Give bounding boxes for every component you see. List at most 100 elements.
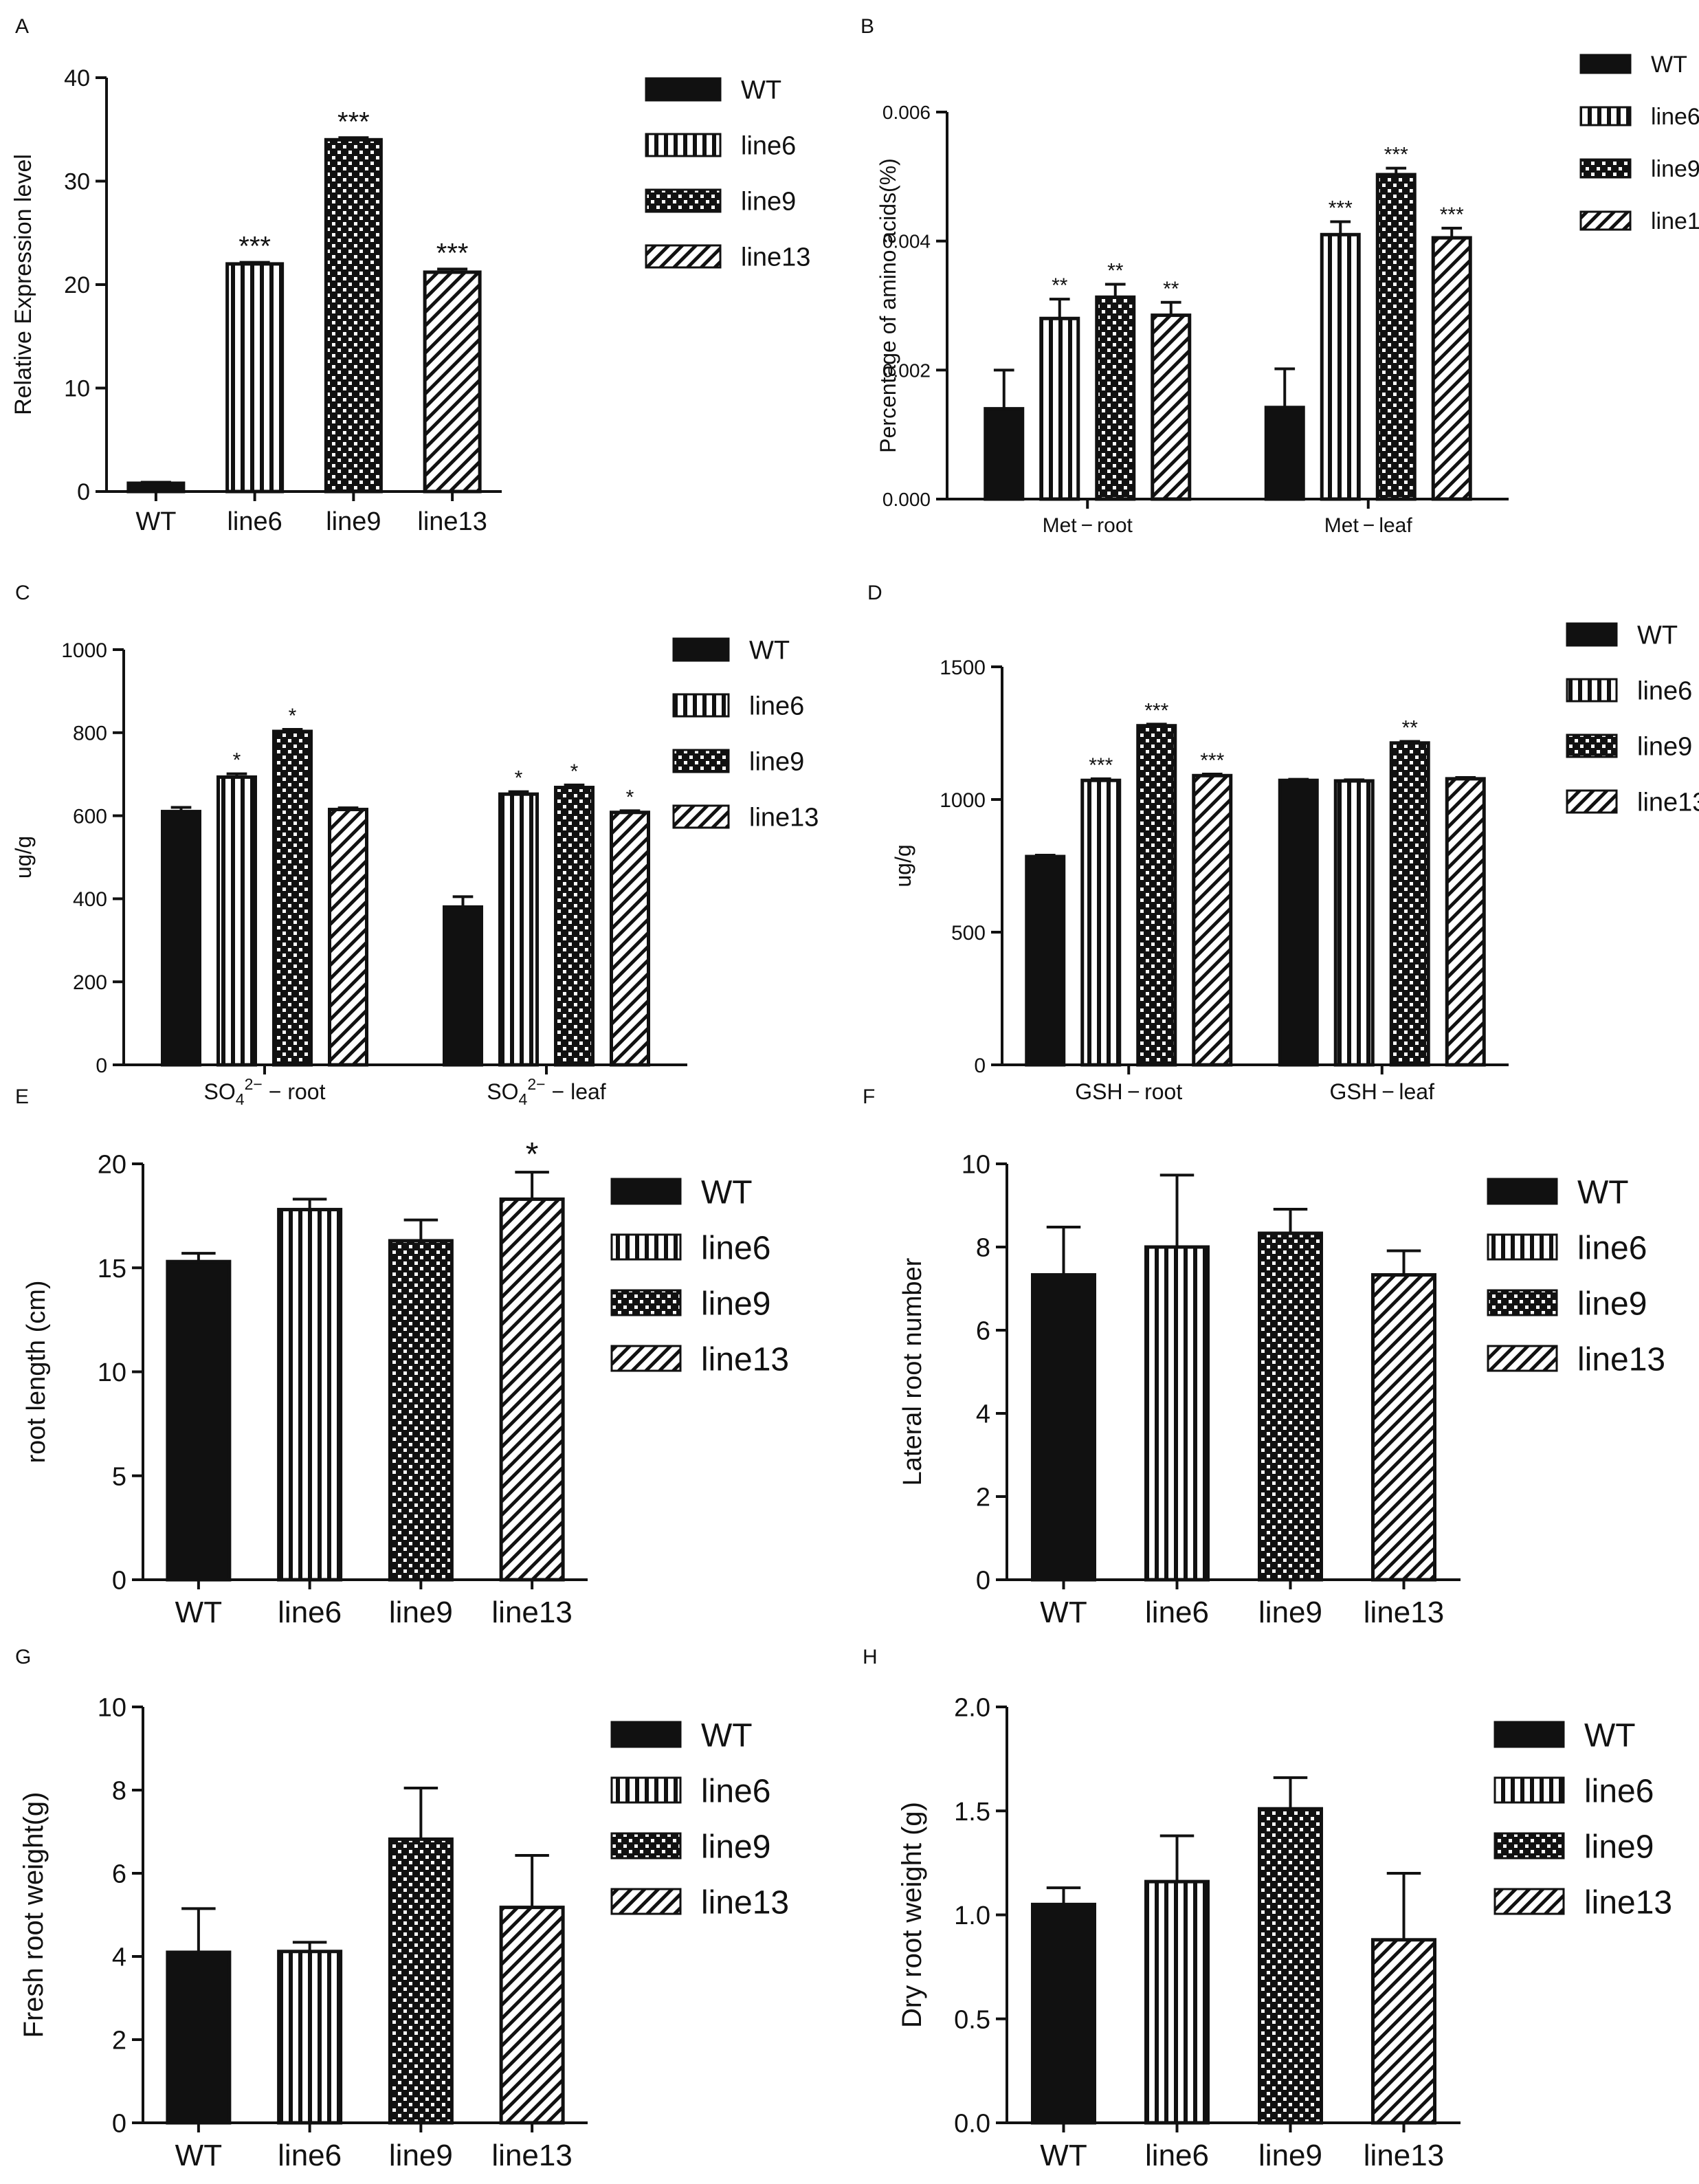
x-tick-label: line13 [1364,2139,1444,2172]
bar-line6 [1080,778,1122,1067]
panel-letter: H [863,1646,878,1668]
legend-swatch-line6 [1566,678,1618,703]
bar-line13 [499,1906,565,2125]
bar-WT [984,407,1025,501]
y-tick-label: 4 [976,1400,990,1429]
significance-label: * [515,767,523,790]
y-tick-label: 2 [112,2027,126,2055]
y-tick-label: 2 [976,1483,990,1512]
x-group-label: Met − leaf [1324,514,1413,537]
legend-label: line13 [1584,1884,1672,1921]
bar-line9 [1258,1231,1323,1582]
legend-label: line13 [1651,208,1699,234]
legend-swatch-line13 [1493,1888,1565,1915]
bar-WT [1025,854,1066,1067]
bar-line6 [1333,779,1375,1067]
x-tick-label: line6 [1145,2139,1209,2172]
x-tick-label: line6 [227,507,282,536]
legend-label: line13 [701,1884,789,1921]
x-tick-label: WT [175,1596,222,1629]
x-group-label: SO42− − root [204,1075,326,1108]
panel-G: G 0 2 4 6 8 10 Fresh root weight(g) WT line6 line9… [15,1646,789,2172]
y-tick-label: 6 [112,1860,126,1889]
legend-label: WT [1637,621,1678,650]
legend-label: line6 [1584,1773,1654,1809]
legend-label: line13 [741,243,810,272]
bar-line9 [1389,741,1430,1067]
legend-swatch-line9 [1493,1832,1565,1860]
legend-swatch-WT [1487,1178,1558,1205]
bar-line6 [1320,232,1361,501]
y-tick-label: 2.0 [954,1694,990,1723]
bar-line13 [499,1197,565,1582]
bar-line6 [1039,316,1080,501]
legend-label: WT [1577,1174,1629,1211]
y-tick-label: 0 [77,479,90,505]
legend-swatch-line13 [672,804,730,829]
y-tick-label: 0.0 [954,2110,990,2139]
legend-label: line9 [701,1286,770,1322]
legend-label: line9 [1584,1829,1654,1865]
x-tick-label: WT [175,2139,222,2172]
panel-letter: B [860,15,874,38]
legend-label: line6 [749,692,804,721]
y-tick-label: 1500 [940,657,986,679]
bar-line13 [1431,236,1472,501]
legend-swatch-line9 [672,749,730,773]
bar-line6 [225,262,285,494]
y-tick-label: 4 [112,1943,126,1972]
panel-C: C 0 200 400 600 800 1000 ug/g * * SO42− − root * * * S… [11,582,819,1108]
y-tick-label: 20 [98,1151,126,1180]
panel-letter: D [867,582,882,604]
y-tick-label: 40 [64,65,90,91]
x-tick-label: WT [1040,2139,1087,2172]
x-tick-label: line9 [326,507,381,536]
y-tick-label: 1.0 [954,1901,990,1930]
y-axis-label: Dry root weight (g) [897,1802,927,2028]
significance-label: ** [1107,260,1124,283]
y-tick-label: 10 [962,1151,990,1180]
bar-line13 [1371,1273,1436,1582]
legend-label: WT [1651,52,1687,78]
panel-letter: A [15,15,29,38]
y-axis-label: Relative Expression level [10,154,36,415]
legend-label: line6 [741,132,796,161]
x-group-label: GSH − leaf [1330,1079,1435,1104]
y-axis-label: root length (cm) [22,1280,51,1463]
bar-WT [161,810,201,1067]
legend-label: line6 [701,1230,770,1266]
y-tick-label: 200 [73,971,107,994]
legend-label: WT [749,637,790,665]
legend-label: line9 [701,1829,770,1865]
y-tick-label: 600 [73,805,107,828]
legend-swatch-WT [1566,622,1618,647]
x-group-label: GSH − root [1075,1079,1182,1104]
y-tick-label: 8 [976,1234,990,1263]
x-tick-label: line13 [417,507,487,536]
panel-B: B 0.000 0.002 0.004 0.006 Percentage of amino… [860,15,1699,537]
x-group-label: Met − root [1043,514,1133,537]
y-tick-label: 5 [112,1462,126,1491]
significance-label: * [570,760,579,783]
legend-swatch-line6 [645,133,722,157]
y-tick-label: 0.004 [882,231,931,252]
x-tick-label: line6 [278,2139,342,2172]
legend-swatch-WT [1579,54,1632,74]
bar-line13 [1371,1938,1436,2125]
bar-line13 [610,810,650,1067]
y-axis-label: Fresh root weight(g) [19,1792,49,2038]
legend-swatch-line6 [1493,1776,1565,1804]
significance-label: *** [1200,749,1224,772]
legend-label: line6 [1637,677,1692,706]
x-group-label: SO42− − leaf [487,1075,606,1108]
y-tick-label: 20 [64,272,90,298]
y-tick-label: 0 [112,1567,126,1596]
legend-swatch-WT [610,1178,682,1205]
panel-letter: G [15,1646,31,1668]
significance-label: *** [1089,754,1113,777]
legend-label: line13 [701,1341,789,1378]
bar-line9 [324,137,383,494]
y-tick-label: 1.5 [954,1798,990,1827]
significance-label: *** [238,232,271,262]
y-tick-label: 0 [112,2110,126,2139]
